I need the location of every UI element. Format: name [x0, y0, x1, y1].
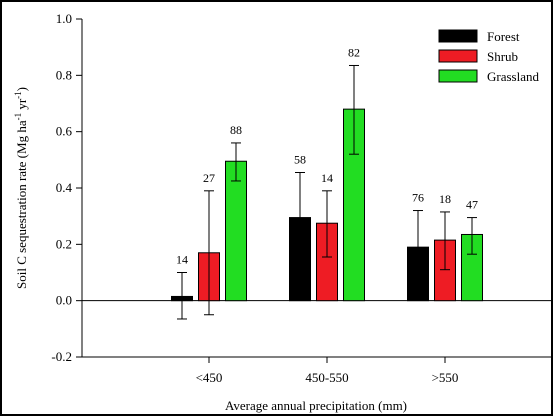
sample-size-label: 58 — [294, 153, 306, 167]
bar-grassland — [225, 160, 247, 302]
sample-size-label: 14 — [176, 253, 188, 267]
sample-size-label: 27 — [203, 171, 215, 185]
sample-size-label: 14 — [321, 171, 333, 185]
x-tick-label: 450-550 — [305, 370, 348, 385]
y-axis-title-part: Soil C sequestration rate (Mg ha — [14, 120, 29, 289]
y-tick-label: 0.2 — [56, 236, 72, 251]
y-tick-label: 0.0 — [56, 293, 72, 308]
legend: Forest Shrub Grassland — [438, 29, 539, 84]
sample-size-label: 88 — [230, 123, 242, 137]
y-axis-title: Soil C sequestration rate (Mg ha-1 yr-1) — [13, 87, 29, 289]
y-tick-label: -0.2 — [51, 349, 72, 364]
y-axis-title-part: yr — [14, 98, 29, 113]
legend-label-forest: Forest — [487, 29, 520, 44]
y-tick-label: 0.6 — [56, 124, 73, 139]
legend-label-shrub: Shrub — [487, 49, 518, 64]
sample-size-label: 82 — [348, 45, 360, 59]
legend-swatch-shrub — [438, 49, 478, 63]
sample-size-label: 76 — [412, 191, 424, 205]
y-tick-label: 0.4 — [56, 180, 73, 195]
x-tick-label: >550 — [432, 370, 459, 385]
sample-size-label: 47 — [466, 198, 478, 212]
x-tick-label: <450 — [196, 370, 223, 385]
x-axis-title: Average annual precipitation (mm) — [225, 398, 407, 413]
sample-size-label: 18 — [439, 192, 451, 206]
y-axis-title-part: -1 — [13, 91, 23, 99]
legend-label-grassland: Grassland — [487, 69, 539, 84]
y-axis-title-part: -1 — [13, 113, 23, 121]
y-axis-title-part: ) — [14, 87, 29, 91]
legend-swatch-forest — [438, 29, 478, 43]
plot-area: -0.2 0.0 0.2 0.4 0.6 0.8 1.0 <450 14 27 88 450-550 5… — [51, 11, 551, 385]
bar-chart: -0.2 0.0 0.2 0.4 0.6 0.8 1.0 <450 14 27 88 450-550 5… — [13, 11, 551, 413]
y-tick-label: 0.8 — [56, 67, 72, 82]
legend-swatch-grassland — [438, 69, 478, 83]
y-tick-label: 1.0 — [56, 11, 72, 26]
